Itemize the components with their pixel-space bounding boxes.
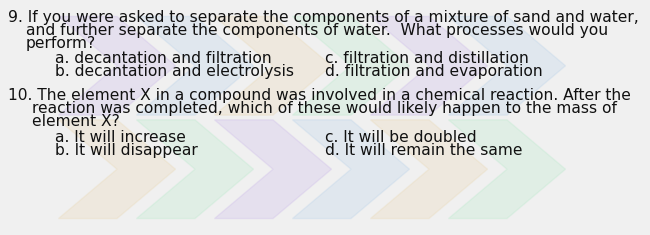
Polygon shape	[292, 120, 410, 219]
Polygon shape	[136, 120, 254, 219]
Polygon shape	[214, 16, 332, 115]
Text: a. decantation and filtration: a. decantation and filtration	[55, 51, 272, 66]
Text: perform?: perform?	[26, 36, 96, 51]
Polygon shape	[370, 120, 488, 219]
Text: d. It will remain the same: d. It will remain the same	[325, 143, 523, 158]
Polygon shape	[448, 16, 566, 115]
Polygon shape	[370, 16, 488, 115]
Text: and further separate the components of water.  What processes would you: and further separate the components of w…	[26, 23, 608, 38]
Polygon shape	[136, 16, 254, 115]
Text: element X?: element X?	[32, 114, 120, 129]
Text: c. filtration and distillation: c. filtration and distillation	[325, 51, 529, 66]
Polygon shape	[214, 120, 332, 219]
Polygon shape	[292, 16, 410, 115]
Text: 10. The element X in a compound was involved in a chemical reaction. After the: 10. The element X in a compound was invo…	[8, 88, 631, 103]
Text: d. filtration and evaporation: d. filtration and evaporation	[325, 64, 543, 79]
Polygon shape	[58, 120, 176, 219]
Polygon shape	[58, 16, 176, 115]
Text: c. It will be doubled: c. It will be doubled	[325, 130, 476, 145]
Text: b. decantation and electrolysis: b. decantation and electrolysis	[55, 64, 294, 79]
Text: a. It will increase: a. It will increase	[55, 130, 186, 145]
Text: reaction was completed, which of these would likely happen to the mass of: reaction was completed, which of these w…	[32, 101, 617, 116]
Text: 9. If you were asked to separate the components of a mixture of sand and water,: 9. If you were asked to separate the com…	[8, 10, 639, 25]
Polygon shape	[448, 120, 566, 219]
Text: b. It will disappear: b. It will disappear	[55, 143, 198, 158]
